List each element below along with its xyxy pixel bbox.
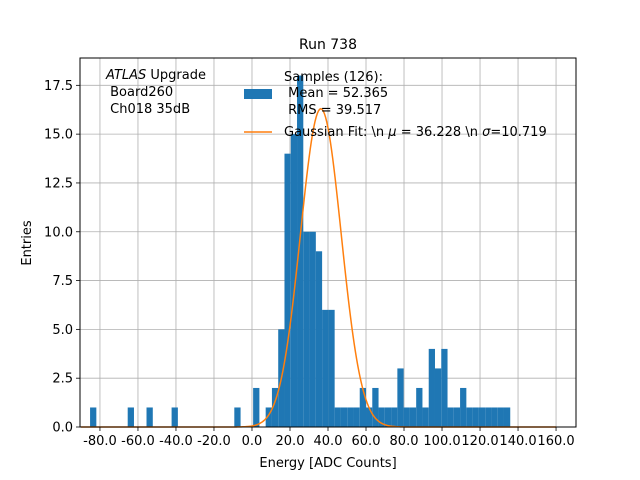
x-tick-label: 0.0: [242, 434, 263, 449]
histogram-bar: [466, 407, 473, 427]
histogram-bar: [372, 387, 379, 427]
x-tick-label: 120.0: [461, 434, 498, 449]
histogram-bar: [284, 153, 291, 427]
y-tick-label: 7.5: [52, 274, 73, 289]
histogram-bar: [315, 251, 323, 427]
y-tick-label: 15.0: [44, 128, 73, 143]
histogram-bars: [90, 75, 511, 428]
histogram-bar: [378, 407, 385, 427]
histogram-bar: [497, 407, 504, 427]
histogram-bar: [384, 407, 392, 427]
histogram-bar: [478, 407, 486, 427]
histogram-bar: [453, 407, 461, 427]
x-tick-label: 40.0: [314, 434, 343, 449]
histogram-bar: [366, 407, 373, 427]
y-tick-label: 10.0: [44, 225, 73, 240]
histogram-bar: [359, 387, 367, 427]
histogram-bar: [297, 75, 304, 428]
histogram-bar: [485, 407, 492, 427]
histogram-bar: [447, 407, 454, 427]
histogram-bar: [290, 134, 298, 427]
y-tick-label: 17.5: [44, 79, 73, 94]
annotation-channel: Ch018 35dB: [106, 102, 190, 117]
x-tick-label: -80.0: [83, 434, 117, 449]
x-tick-label: 140.0: [499, 434, 536, 449]
annotation-atlas: ATLAS: [105, 68, 146, 83]
x-tick-label: 60.0: [352, 434, 381, 449]
histogram-bar: [328, 309, 335, 427]
histogram-bar: [234, 407, 241, 427]
histogram-bar: [460, 387, 467, 427]
histogram-bar: [428, 348, 435, 427]
x-tick-label: -20.0: [197, 434, 231, 449]
y-axis-ticks: 0.0 2.5 5.0 7.5 10.0 12.5 15.0 17.5: [44, 79, 80, 436]
atlas-annotation: ATLAS Upgrade Board260 Ch018 35dB: [105, 68, 206, 117]
histogram-bar: [409, 407, 417, 427]
histogram-bar: [391, 407, 398, 427]
legend-histogram-swatch: [244, 89, 272, 99]
histogram-bar: [403, 407, 410, 427]
y-tick-label: 0.0: [52, 421, 73, 436]
x-tick-label: 100.0: [423, 434, 460, 449]
histogram-bar: [353, 407, 360, 427]
histogram-bar: [303, 231, 310, 427]
histogram-bar: [416, 387, 423, 427]
histogram-bar: [503, 407, 511, 427]
histogram-bar: [265, 407, 272, 427]
histogram-bar: [472, 407, 479, 427]
legend-histogram-line1: Samples (126):: [284, 70, 383, 85]
x-axis-label: Energy [ADC Counts]: [259, 456, 396, 471]
legend: Samples (126): Mean = 52.365 RMS = 39.51…: [244, 70, 547, 140]
legend-histogram-line2: Mean = 52.365: [284, 86, 388, 101]
histogram-bar: [347, 407, 354, 427]
svg-text:ATLAS Upgrade: ATLAS Upgrade: [105, 68, 206, 83]
histogram-bar: [146, 407, 153, 427]
histogram-bar: [340, 407, 348, 427]
histogram-bar: [309, 231, 316, 427]
annotation-upgrade: Upgrade: [146, 68, 206, 83]
x-tick-label: 20.0: [276, 434, 305, 449]
legend-fit-label: Gaussian Fit: \n μ = 36.228 \n σ=10.719: [284, 125, 547, 140]
x-tick-label: -60.0: [121, 434, 155, 449]
y-tick-label: 5.0: [52, 323, 73, 338]
annotation-board: Board260: [106, 85, 173, 100]
x-tick-label: 160.0: [537, 434, 574, 449]
x-tick-label: -40.0: [159, 434, 193, 449]
histogram-bar: [491, 407, 498, 427]
histogram-bar: [322, 309, 329, 427]
histogram-bar: [253, 387, 260, 427]
histogram-bar: [434, 368, 442, 427]
histogram-bar: [397, 368, 404, 427]
y-tick-label: 2.5: [52, 372, 73, 387]
histogram-bar: [127, 407, 134, 427]
legend-histogram-line3: RMS = 39.517: [284, 103, 381, 118]
y-axis-label: Entries: [20, 220, 35, 266]
x-axis-ticks: -80.0 -60.0 -40.0 -20.0 0.0 20.0 40.0 60.0 80.0 1…: [83, 427, 575, 449]
chart-title: Run 738: [299, 37, 357, 53]
histogram-bar: [422, 407, 429, 427]
histogram-bar: [90, 407, 97, 427]
y-tick-label: 12.5: [44, 176, 73, 191]
x-tick-label: 80.0: [390, 434, 419, 449]
histogram-bar: [271, 387, 279, 427]
histogram-bar: [171, 407, 178, 427]
histogram-bar: [334, 407, 341, 427]
histogram-bar: [441, 348, 448, 427]
